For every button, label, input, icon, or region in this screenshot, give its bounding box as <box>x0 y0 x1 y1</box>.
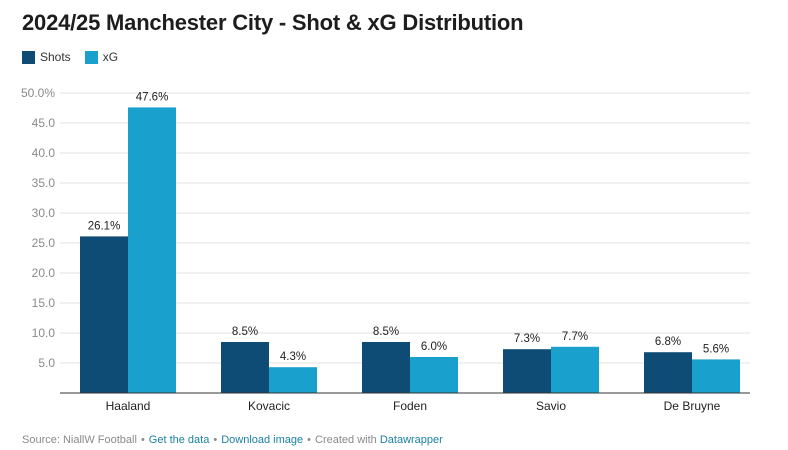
y-tick-label: 35.0 <box>32 176 56 190</box>
legend-label-shots: Shots <box>40 50 71 64</box>
footer: Source: NiallW Football • Get the data • Dow… <box>22 434 443 446</box>
bar-shots <box>644 352 692 393</box>
bar-shots <box>362 342 410 393</box>
bar-xg <box>128 107 176 394</box>
data-label: 8.5% <box>373 326 399 338</box>
get-data-link[interactable]: Get the data <box>148 434 210 446</box>
bar-xg <box>692 359 740 393</box>
y-tick-label: 5.0 <box>38 356 55 370</box>
bar-shots <box>221 342 269 393</box>
y-tick-label: 45.0 <box>32 116 56 130</box>
data-label: 8.5% <box>232 326 258 338</box>
legend-swatch-xg <box>84 50 98 64</box>
legend-item-shots: Shots <box>22 50 71 64</box>
x-category-label: Savio <box>536 399 566 413</box>
bar-xg <box>410 357 458 393</box>
bar-xg <box>551 346 599 393</box>
y-tick-label: 30.0 <box>32 206 56 220</box>
legend-label-xg: xG <box>102 50 119 64</box>
data-label: 26.1% <box>88 220 121 232</box>
bar-shots <box>503 349 551 393</box>
datawrapper-link[interactable]: Datawrapper <box>379 434 443 446</box>
data-label: 5.6% <box>703 343 729 355</box>
y-tick-label: 20.0 <box>32 266 56 280</box>
data-label: 4.3% <box>280 351 306 363</box>
data-label: 7.3% <box>514 333 540 345</box>
bar-shots <box>80 236 128 393</box>
legend-item-xg: xG <box>84 50 119 64</box>
x-category-label: Foden <box>393 399 427 413</box>
footer-source: Source: NiallW Football <box>22 434 137 446</box>
y-tick-label: 50.0% <box>21 86 55 100</box>
download-image-link[interactable]: Download image <box>221 434 304 446</box>
legend: Shots xG <box>22 50 118 64</box>
legend-swatch-shots <box>22 50 35 64</box>
data-label: 6.8% <box>655 336 681 348</box>
data-label: 7.7% <box>562 331 588 343</box>
y-tick-label: 40.0 <box>32 146 56 160</box>
y-tick-label: 25.0 <box>32 236 56 250</box>
x-category-label: Haaland <box>106 399 151 413</box>
y-tick-label: 10.0 <box>32 326 56 340</box>
footer-created-with: Created with <box>315 434 377 446</box>
x-category-label: De Bruyne <box>664 399 721 413</box>
data-label: 47.6% <box>136 91 169 103</box>
bar-xg <box>269 367 317 393</box>
chart-title: 2024/25 Manchester City - Shot & xG Dist… <box>22 10 524 35</box>
y-tick-label: 15.0 <box>32 296 56 310</box>
x-category-label: Kovacic <box>248 399 290 413</box>
data-label: 6.0% <box>421 341 447 353</box>
